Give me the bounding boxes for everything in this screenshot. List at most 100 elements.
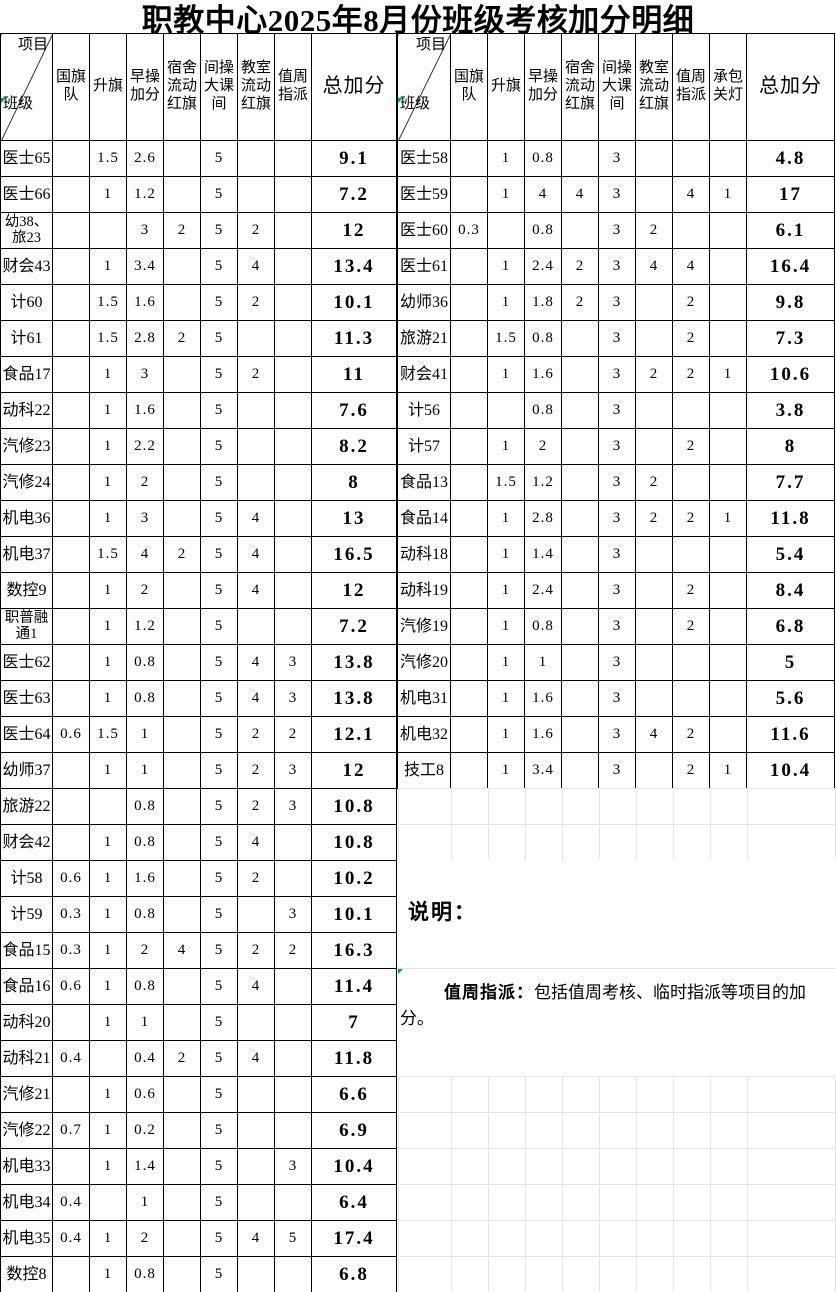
score-cell[interactable]: 0.8 <box>524 320 562 357</box>
grid-cell[interactable] <box>710 1220 748 1257</box>
total-score-cell[interactable]: 13.4 <box>311 248 397 285</box>
score-cell[interactable] <box>52 1148 90 1185</box>
score-cell[interactable]: 5 <box>200 1148 238 1185</box>
score-cell[interactable] <box>672 680 710 717</box>
score-cell[interactable]: 1 <box>126 752 164 789</box>
score-cell[interactable]: 5 <box>200 752 238 789</box>
score-cell[interactable] <box>709 536 747 573</box>
score-cell[interactable]: 5 <box>200 1220 238 1257</box>
row-class-label[interactable]: 医士58 <box>397 140 451 177</box>
score-cell[interactable] <box>89 1184 127 1221</box>
score-cell[interactable]: 5 <box>200 680 238 717</box>
grid-cell[interactable] <box>525 1112 563 1149</box>
column-header[interactable]: 值周 指派 <box>672 33 710 141</box>
total-score-cell[interactable]: 6.6 <box>311 1076 397 1113</box>
score-cell[interactable] <box>274 608 312 645</box>
grid-cell[interactable] <box>525 1220 563 1257</box>
score-cell[interactable]: 0.8 <box>126 680 164 717</box>
row-class-label[interactable]: 食品14 <box>397 500 451 537</box>
score-cell[interactable]: 3 <box>598 140 636 177</box>
score-cell[interactable]: 4 <box>524 176 562 213</box>
score-cell[interactable] <box>52 824 90 861</box>
score-cell[interactable] <box>274 1004 312 1041</box>
column-header[interactable]: 承包 关灯 <box>709 33 747 141</box>
score-cell[interactable]: 2.8 <box>126 320 164 357</box>
grid-cell[interactable] <box>451 1148 489 1185</box>
score-cell[interactable]: 1 <box>709 176 747 213</box>
score-cell[interactable] <box>163 716 201 753</box>
score-cell[interactable] <box>163 680 201 717</box>
score-cell[interactable]: 4 <box>237 536 275 573</box>
row-class-label[interactable]: 汽修23 <box>0 428 53 465</box>
total-score-cell[interactable]: 7.2 <box>311 176 397 213</box>
total-score-cell[interactable]: 6.9 <box>311 1112 397 1149</box>
total-score-cell[interactable]: 6.8 <box>746 608 835 645</box>
total-score-cell[interactable]: 10.6 <box>746 356 835 393</box>
score-cell[interactable]: 1.5 <box>89 536 127 573</box>
score-cell[interactable] <box>709 320 747 357</box>
notes-heading-cell[interactable]: 说明： <box>398 860 836 968</box>
grid-cell[interactable] <box>747 824 836 861</box>
score-cell[interactable]: 1 <box>487 644 525 681</box>
score-cell[interactable]: 4 <box>672 176 710 213</box>
score-cell[interactable]: 2 <box>635 212 673 249</box>
score-cell[interactable] <box>274 824 312 861</box>
score-cell[interactable]: 1 <box>487 284 525 321</box>
score-cell[interactable]: 1.5 <box>89 716 127 753</box>
score-cell[interactable] <box>52 752 90 789</box>
score-cell[interactable] <box>163 644 201 681</box>
score-cell[interactable] <box>274 500 312 537</box>
row-class-label[interactable]: 数控9 <box>0 572 53 609</box>
score-cell[interactable]: 3 <box>598 500 636 537</box>
score-cell[interactable] <box>561 752 599 789</box>
grid-cell[interactable] <box>636 1220 674 1257</box>
score-cell[interactable]: 2 <box>672 752 710 789</box>
score-cell[interactable] <box>274 428 312 465</box>
score-cell[interactable] <box>163 1076 201 1113</box>
row-class-label[interactable]: 动科18 <box>397 536 451 573</box>
score-cell[interactable]: 1 <box>89 608 127 645</box>
score-cell[interactable] <box>163 572 201 609</box>
row-class-label[interactable]: 汽修22 <box>0 1112 53 1149</box>
grid-cell[interactable] <box>636 1256 674 1292</box>
grid-cell[interactable] <box>673 1220 711 1257</box>
grid-cell[interactable] <box>451 1112 489 1149</box>
grid-cell[interactable] <box>747 1256 836 1292</box>
score-cell[interactable]: 1 <box>89 1148 127 1185</box>
grid-cell[interactable] <box>398 1184 452 1221</box>
score-cell[interactable]: 2 <box>672 608 710 645</box>
grid-cell[interactable] <box>599 1148 637 1185</box>
total-score-cell[interactable]: 10.8 <box>311 788 397 825</box>
score-cell[interactable]: 2 <box>237 356 275 393</box>
total-score-cell[interactable]: 13.8 <box>311 680 397 717</box>
score-cell[interactable] <box>709 392 747 429</box>
score-cell[interactable]: 5 <box>200 716 238 753</box>
grid-cell[interactable] <box>710 1184 748 1221</box>
score-cell[interactable] <box>672 140 710 177</box>
score-cell[interactable] <box>672 644 710 681</box>
score-cell[interactable] <box>274 176 312 213</box>
score-cell[interactable]: 1 <box>89 176 127 213</box>
score-cell[interactable] <box>450 500 488 537</box>
total-score-cell[interactable]: 12 <box>311 212 397 249</box>
total-score-cell[interactable]: 7.3 <box>746 320 835 357</box>
score-cell[interactable]: 1.2 <box>126 176 164 213</box>
score-cell[interactable]: 0.8 <box>524 140 562 177</box>
score-cell[interactable]: 0.3 <box>52 896 90 933</box>
column-header[interactable]: 升旗 <box>89 33 127 141</box>
row-class-label[interactable]: 幼师37 <box>0 752 53 789</box>
score-cell[interactable] <box>163 392 201 429</box>
score-cell[interactable]: 1 <box>487 356 525 393</box>
score-cell[interactable]: 5 <box>200 1004 238 1041</box>
score-cell[interactable]: 3 <box>126 212 164 249</box>
score-cell[interactable] <box>163 1004 201 1041</box>
score-cell[interactable]: 3 <box>126 356 164 393</box>
row-class-label[interactable]: 机电35 <box>0 1220 53 1257</box>
row-class-label[interactable]: 计57 <box>397 428 451 465</box>
score-cell[interactable]: 1.5 <box>89 320 127 357</box>
score-cell[interactable]: 1 <box>487 176 525 213</box>
score-cell[interactable]: 1 <box>89 1220 127 1257</box>
total-score-cell[interactable]: 11.8 <box>746 500 835 537</box>
row-class-label[interactable]: 职普融 通1 <box>0 608 53 645</box>
score-cell[interactable]: 2 <box>237 212 275 249</box>
